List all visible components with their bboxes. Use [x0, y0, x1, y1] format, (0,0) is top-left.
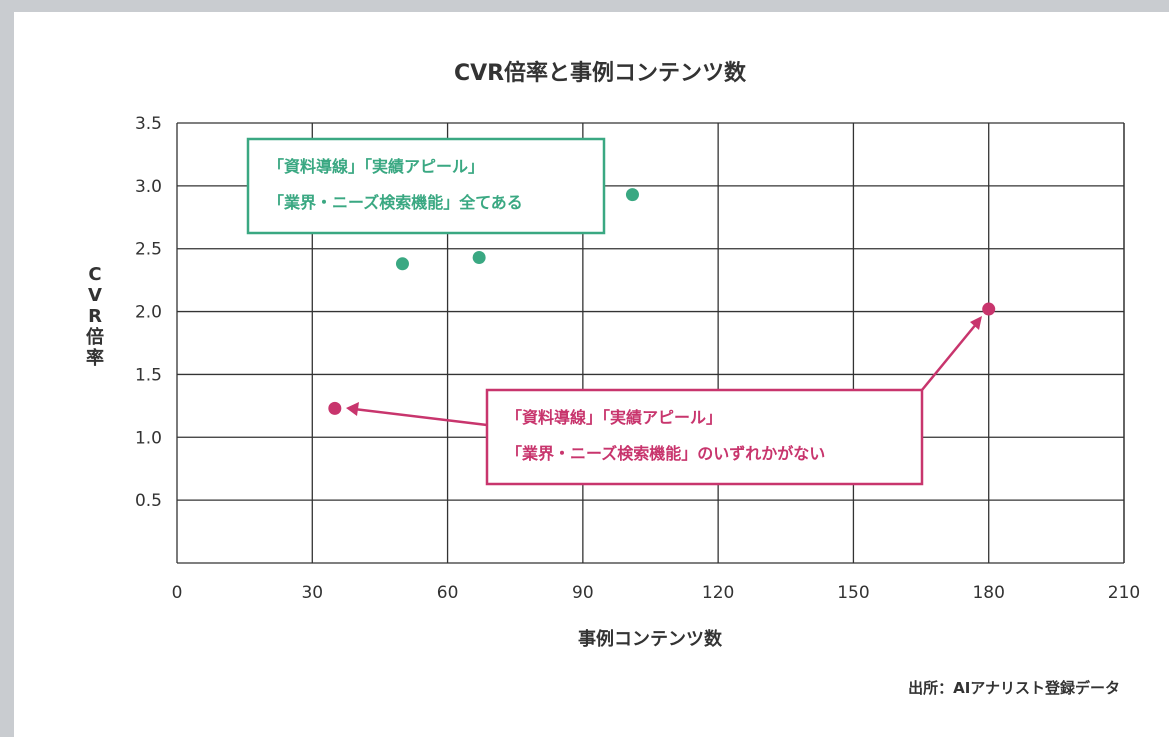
y-tick-label: 1.0	[135, 428, 162, 448]
chart-grid	[176, 122, 1125, 564]
y-axis-ticks: 0.5 1.0 1.5 2.0 2.5 3.0 3.5	[135, 114, 162, 511]
data-point	[625, 188, 639, 202]
y-tick-label: 2.5	[135, 240, 162, 260]
y-tick-label: 3.5	[135, 114, 162, 134]
x-tick-label: 60	[437, 583, 459, 603]
x-axis-label: 事例コンテンツ数	[578, 628, 723, 650]
data-point	[328, 401, 342, 415]
x-tick-label: 30	[301, 583, 323, 603]
y-tick-label: 0.5	[135, 491, 162, 511]
annotation-pink-line-2: 「業界・ニーズ検索機能」のいずれかがない	[506, 444, 825, 463]
x-axis-ticks: 0 30 60 90 120 150 180 210	[172, 583, 1141, 603]
annotation-pink-line-1: 「資料導線」「実績アピール」	[506, 408, 722, 427]
y-tick-label: 3.0	[135, 177, 162, 197]
y-axis-label: C V R 倍率	[86, 264, 104, 369]
x-tick-label: 150	[837, 583, 869, 603]
x-tick-label: 180	[972, 583, 1004, 603]
data-points	[328, 188, 996, 415]
y-tick-label: 2.0	[135, 303, 162, 323]
x-tick-label: 210	[1108, 583, 1140, 603]
data-point	[395, 257, 409, 271]
x-tick-label: 120	[702, 583, 734, 603]
annotation-box-green	[246, 137, 606, 235]
x-tick-label: 0	[172, 583, 183, 603]
source-note: 出所：AIアナリスト登録データ	[908, 679, 1120, 697]
annotation-box-pink	[485, 388, 924, 486]
data-point	[472, 251, 486, 265]
annotation-green-line-2: 「業界・ニーズ検索機能」全てある	[268, 193, 523, 212]
chart-title: CVR倍率と事例コンテンツ数	[454, 60, 747, 86]
x-tick-label: 90	[572, 583, 594, 603]
y-tick-label: 1.5	[135, 365, 162, 385]
annotation-green-line-1: 「資料導線」「実績アピール」	[268, 157, 484, 176]
data-point	[982, 302, 996, 316]
annotation-arrows-pink	[346, 316, 982, 427]
